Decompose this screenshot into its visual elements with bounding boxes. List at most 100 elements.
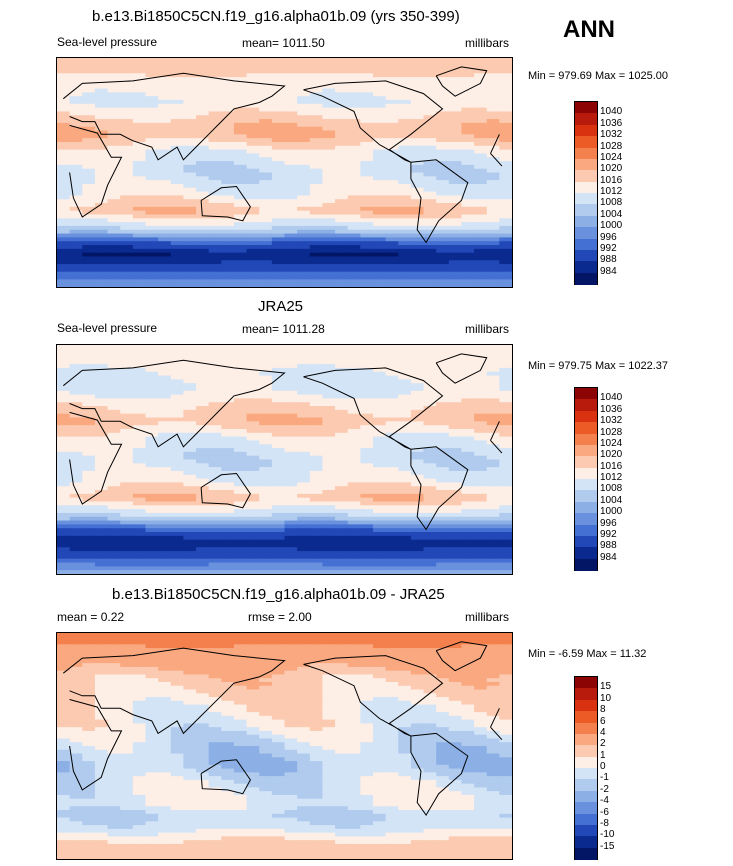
field-cell	[499, 214, 512, 219]
field-cell	[360, 172, 374, 177]
field-cell	[309, 547, 324, 552]
field-cell	[297, 283, 311, 287]
field-cell	[297, 478, 311, 483]
field-cell	[246, 413, 260, 419]
field-cell	[423, 651, 437, 657]
field-cell	[259, 153, 273, 158]
field-cell	[322, 566, 336, 571]
field-cell	[170, 149, 184, 155]
field-cell	[233, 73, 248, 78]
field-cell	[372, 61, 387, 67]
field-cell	[94, 168, 109, 174]
field-cell	[208, 444, 222, 449]
panel3-mean: mean = 0.22	[57, 610, 125, 624]
field-cell	[145, 364, 159, 369]
field-cell	[360, 509, 374, 514]
field-cell	[461, 218, 475, 223]
field-cell	[360, 256, 374, 261]
field-cell	[69, 206, 83, 212]
field-cell	[158, 84, 172, 90]
field-cell	[170, 566, 184, 571]
field-cell	[57, 478, 71, 483]
field-cell	[183, 345, 197, 350]
field-cell	[474, 520, 488, 525]
field-cell	[284, 421, 298, 426]
field-cell	[360, 65, 374, 71]
field-cell	[385, 233, 399, 238]
field-cell	[259, 655, 273, 660]
field-cell	[398, 271, 412, 277]
field-cell	[107, 670, 121, 676]
field-cell	[448, 493, 463, 499]
field-cell	[158, 145, 172, 151]
field-cell	[183, 459, 197, 464]
field-cell	[436, 535, 450, 541]
field-cell	[372, 183, 387, 189]
field-cell	[347, 206, 361, 212]
field-cell	[94, 348, 109, 354]
field-cell	[107, 157, 121, 162]
field-cell	[259, 440, 273, 445]
field-cell	[309, 486, 324, 491]
field-cell	[57, 233, 71, 238]
colorbar-swatch	[575, 467, 597, 480]
field-cell	[259, 505, 273, 510]
field-cell	[107, 348, 121, 354]
field-cell	[284, 206, 298, 212]
field-cell	[158, 122, 172, 128]
field-cell	[221, 168, 235, 174]
field-cell	[259, 417, 273, 422]
field-cell	[474, 674, 488, 679]
field-cell	[132, 379, 147, 384]
field-cell	[309, 448, 324, 453]
field-cell	[233, 77, 248, 82]
field-cell	[461, 122, 475, 128]
field-cell	[170, 390, 184, 396]
field-cell	[271, 348, 286, 354]
field-cell	[385, 674, 399, 679]
field-cell	[158, 409, 172, 415]
field-cell	[94, 191, 109, 196]
field-cell	[57, 275, 71, 280]
field-cell	[284, 409, 298, 415]
field-cell	[246, 164, 260, 170]
field-cell	[410, 260, 425, 265]
field-cell	[499, 528, 512, 533]
field-cell	[246, 648, 260, 653]
field-cell	[398, 685, 412, 691]
field-cell	[82, 490, 96, 495]
field-cell	[120, 390, 134, 396]
field-cell	[120, 283, 134, 287]
field-cell	[259, 245, 273, 250]
field-cell	[309, 474, 324, 480]
field-cell	[271, 478, 286, 483]
field-cell	[297, 58, 311, 63]
field-cell	[360, 271, 374, 277]
field-cell	[107, 681, 121, 687]
field-cell	[132, 103, 147, 109]
field-cell	[259, 674, 273, 679]
field-cell	[398, 126, 412, 132]
field-cell	[221, 532, 235, 537]
field-cell	[461, 390, 475, 396]
field-cell	[170, 651, 184, 657]
field-cell	[158, 432, 172, 438]
field-cell	[309, 539, 324, 545]
field-cell	[158, 440, 172, 445]
field-cell	[246, 371, 260, 377]
field-cell	[347, 84, 361, 90]
field-cell	[69, 383, 83, 388]
field-cell	[436, 386, 450, 392]
field-cell	[107, 96, 121, 101]
field-cell	[94, 248, 109, 254]
field-cell	[183, 398, 197, 403]
field-cell	[335, 674, 349, 679]
field-cell	[69, 505, 83, 510]
field-cell	[145, 96, 159, 101]
colorbar-swatch	[575, 215, 597, 228]
field-cell	[94, 199, 109, 204]
field-cell	[158, 390, 172, 396]
field-cell	[196, 463, 210, 468]
field-cell	[335, 222, 349, 227]
field-cell	[360, 126, 374, 132]
